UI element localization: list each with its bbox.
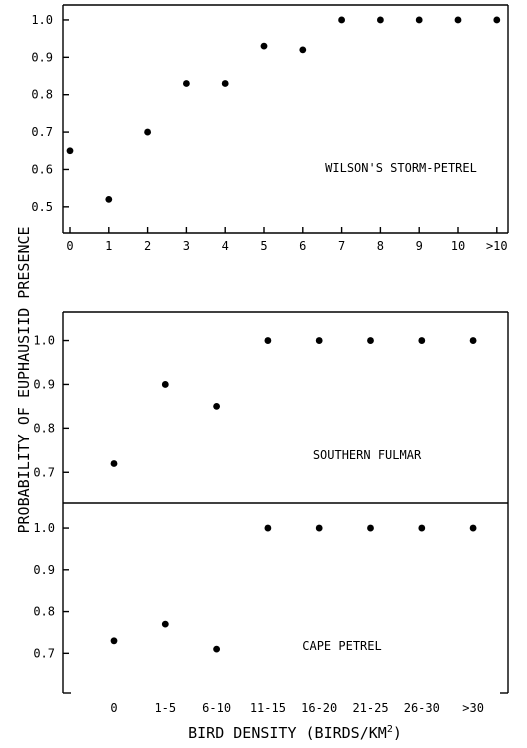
panel1-x-tick-label: 2 — [144, 239, 151, 253]
panel1-data-point — [377, 16, 384, 24]
panel3-x-tick-label: 21-25 — [352, 701, 388, 715]
panel3-x-tick-label: 0 — [110, 701, 117, 715]
panel1-data-point — [493, 16, 501, 24]
panel2-data-point — [213, 403, 221, 410]
panel3-data-point — [161, 620, 169, 628]
panel3-x-tick-label: 26-30 — [404, 701, 440, 715]
panel3-title: CAPE PETREL — [302, 639, 381, 653]
panel1-x-tick-label: 8 — [377, 239, 384, 253]
panel1-y-tick-label: 0.9 — [31, 50, 53, 64]
panel3-data-point — [418, 524, 426, 532]
panel3-y-tick-label: 1.0 — [33, 521, 55, 535]
panel3-y-tick-label: 0.7 — [33, 646, 55, 660]
panel2-y-tick-label: 0.7 — [33, 465, 55, 479]
panel1-data-point — [66, 147, 74, 155]
panel1-data-point — [415, 16, 423, 24]
panel3-data-point — [315, 524, 323, 532]
panel1-data-point — [183, 80, 190, 87]
panel1-title: WILSON'S STORM-PETREL — [325, 161, 477, 175]
panel1-y-tick-label: 0.7 — [31, 125, 53, 139]
panel1-y-tick-label: 0.5 — [31, 200, 53, 214]
panel1-data-point — [299, 46, 307, 54]
panel3-x-tick-label: >30 — [462, 701, 484, 715]
panel3-data-point — [264, 524, 272, 532]
panel3-data-point — [213, 645, 221, 653]
panel3-y-tick-label: 0.9 — [33, 563, 55, 577]
panel2-data-point — [110, 460, 118, 467]
panel1-data-point — [260, 42, 268, 50]
panel1-y-tick-label: 0.6 — [31, 162, 53, 176]
panel2-y-tick-label: 0.8 — [33, 421, 55, 435]
panel3-y-tick-label: 0.8 — [33, 605, 55, 619]
panel2-data-point — [161, 381, 169, 388]
panel3-x-tick-label: 6-10 — [202, 701, 231, 715]
panel1-y-tick-label: 0.8 — [31, 88, 53, 102]
panel1-x-tick-label: >10 — [486, 239, 508, 253]
panel2-y-tick-label: 0.9 — [33, 377, 55, 391]
panel1-x-tick-label: 7 — [338, 239, 345, 253]
panel1-x-tick-label: 6 — [299, 239, 306, 253]
panel1-x-tick-label: 4 — [222, 239, 229, 253]
panel2-title: SOUTHERN FULMAR — [313, 448, 422, 462]
panel2-data-point — [367, 337, 374, 344]
panel1-x-tick-label: 10 — [451, 239, 465, 253]
panel2-data-point — [264, 337, 272, 344]
panel2-data-point — [469, 337, 477, 344]
panel3-x-tick-label: 11-15 — [250, 701, 286, 715]
panel1-data-point — [221, 80, 229, 87]
panel1-x-tick-label: 5 — [260, 239, 267, 253]
panel1-data-point — [338, 16, 345, 24]
panel1-x-tick-label: 0 — [66, 239, 73, 253]
panel3-x-tick-label: 16-20 — [301, 701, 337, 715]
panel1-data-point — [454, 16, 462, 24]
panel1-x-tick-label: 1 — [105, 239, 112, 253]
panel1-data-point — [144, 128, 152, 136]
y-axis-label: PROBABILITY OF EUPHAUSIID PRESENCE — [15, 226, 33, 533]
panel1-data-point — [105, 195, 113, 203]
panel2-data-point — [418, 337, 426, 344]
x-axis-label: BIRD DENSITY (BIRDS/KM2) — [188, 724, 402, 742]
panel2-y-tick-label: 1.0 — [33, 334, 55, 348]
panel3-data-point — [367, 524, 374, 532]
panel3-x-tick-label: 1-5 — [154, 701, 176, 715]
panel3-data-point — [110, 637, 118, 645]
panel1-x-tick-label: 9 — [416, 239, 423, 253]
panel2-data-point — [315, 337, 323, 344]
panel3-data-point — [469, 524, 477, 532]
panel1-x-tick-label: 3 — [183, 239, 190, 253]
panel1-y-tick-label: 1.0 — [31, 13, 53, 27]
